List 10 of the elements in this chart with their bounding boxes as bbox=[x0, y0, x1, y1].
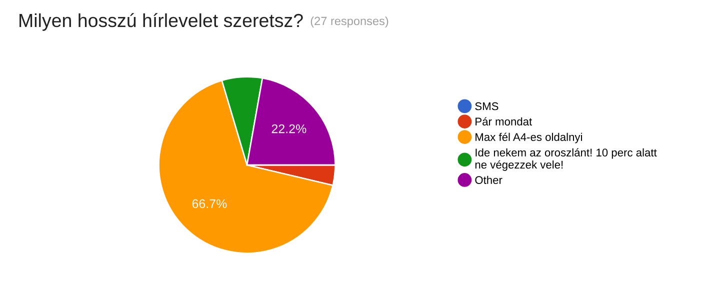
data-label: 66.7% bbox=[192, 199, 227, 208]
legend-label: Pár mondat bbox=[476, 117, 532, 126]
pie-slice bbox=[158, 80, 334, 254]
chart-subtitle: (27 responses) bbox=[310, 16, 388, 28]
legend-label: Max fél A4-es oldalnyi bbox=[476, 132, 582, 144]
legend-label: SMS bbox=[475, 102, 498, 110]
data-label: 22.2% bbox=[272, 124, 306, 134]
legend-label: Ide nekem az oroszlánt! 10 perc alatt ne végezzek vele! bbox=[475, 148, 657, 171]
legend-label: Other bbox=[475, 176, 502, 184]
chart-title: Milyen hosszú hírlevelet szeretsz? bbox=[20, 13, 303, 31]
